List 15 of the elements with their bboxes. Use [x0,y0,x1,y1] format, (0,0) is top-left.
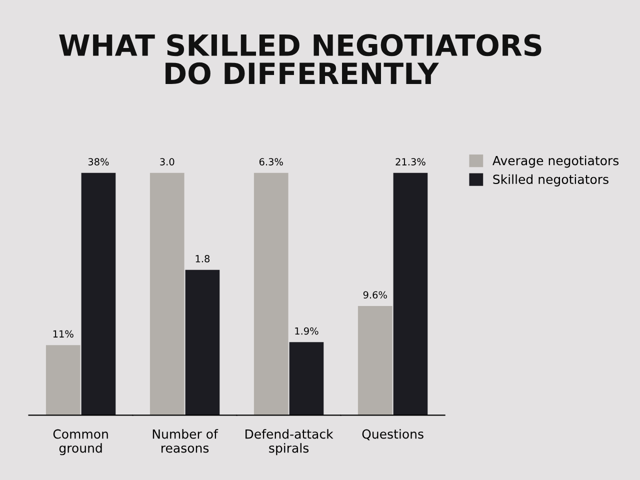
x-tick-label: Number of reasons [152,429,218,453]
data-label: 1.8 [196,255,210,262]
data-label: 1.9% [295,327,318,335]
data-label: 9.6% [363,291,387,299]
data-label: 11% [53,330,74,338]
data-label: 38% [88,158,109,166]
x-tick-label: Common ground [53,429,108,456]
x-tick-label: Defend-attack spirals [246,429,334,456]
data-label: 21.3% [396,158,426,166]
legend-label: Skilled negotiators [493,174,608,186]
data-label: 6.3% [259,158,283,166]
x-tick-label: Questions [362,429,424,440]
legend-label: Average negotiators [492,156,619,168]
text: WHAT SKILLED NEGOTIATORS DO DIFFERENTLY [59,34,542,84]
data-label: 3.0 [160,158,174,166]
